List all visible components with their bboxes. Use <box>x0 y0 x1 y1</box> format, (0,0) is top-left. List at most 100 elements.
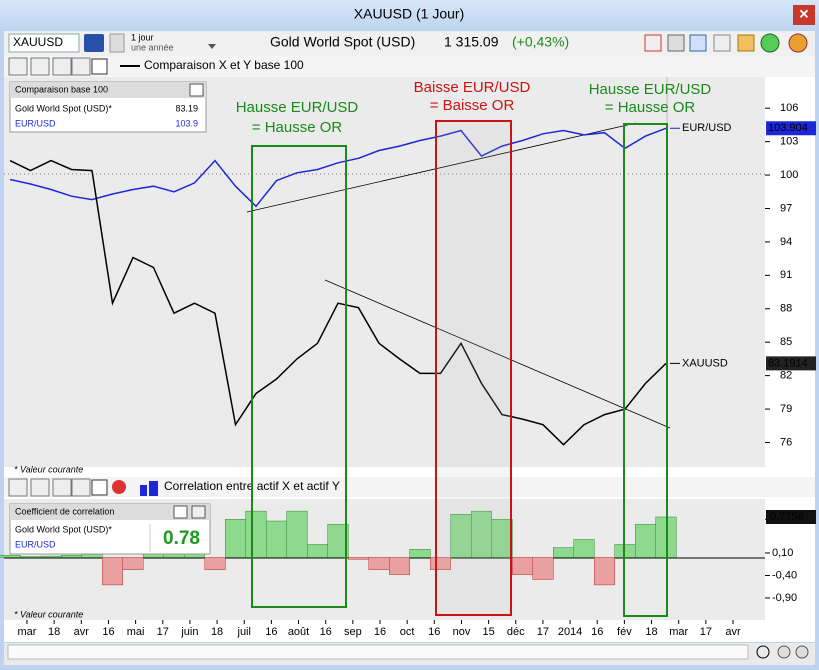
legend-icon[interactable] <box>189 83 204 97</box>
x-tick-label: nov <box>453 626 471 638</box>
top-panel-header: Comparaison X et Y base 100 <box>144 58 304 72</box>
y-tick-label: 94 <box>780 236 792 248</box>
correlation-bar <box>573 539 595 558</box>
legend-icon[interactable] <box>173 505 188 519</box>
correlation-bar <box>225 518 246 558</box>
panel-icon[interactable] <box>71 478 91 497</box>
close-button[interactable] <box>793 5 815 25</box>
zoom-icon[interactable] <box>756 645 770 659</box>
tool-icon[interactable] <box>713 34 731 52</box>
x-tick-label: 17 <box>157 626 169 638</box>
zoom-icon[interactable] <box>795 645 809 659</box>
correlation-bar <box>81 554 103 558</box>
legend-header <box>10 504 210 520</box>
panel-icon[interactable] <box>52 478 72 497</box>
x-tick-label: août <box>288 626 309 638</box>
annotation-text: Baisse EUR/USD <box>414 79 531 96</box>
tool-icon[interactable] <box>667 34 685 52</box>
annotation-text: = Hausse OR <box>605 99 696 116</box>
panel-icon <box>149 481 158 496</box>
panel-icon[interactable] <box>8 478 28 497</box>
legend-name: EUR/USD <box>15 118 56 128</box>
annotation-text: Hausse EUR/USD <box>589 81 712 98</box>
y-tick-label: 100 <box>780 169 798 181</box>
y-tick-label: 85 <box>780 336 792 348</box>
tool-icon[interactable] <box>644 34 662 52</box>
x-tick-label: 17 <box>700 626 712 638</box>
panel-icon[interactable] <box>71 57 91 76</box>
legend-title: Coefficient de correlation <box>15 506 114 516</box>
last-value-label: 103.904 <box>768 122 808 134</box>
panel-icon[interactable] <box>30 57 50 76</box>
correlation-bar <box>491 518 513 558</box>
scrollbar[interactable] <box>7 644 749 660</box>
panel-icons <box>8 57 108 76</box>
calendar-icon[interactable] <box>109 33 125 53</box>
legend-header <box>10 82 206 98</box>
panel-icon[interactable] <box>52 57 72 76</box>
tool-icon[interactable] <box>760 33 780 53</box>
title-bar <box>0 0 819 31</box>
last-value-box <box>766 356 816 371</box>
period-text: 1 jour <box>131 32 154 42</box>
x-tick-label: mar <box>669 626 688 638</box>
price-text: 1 315.09 <box>444 34 499 50</box>
zoom-icon[interactable] <box>777 645 791 659</box>
annotation-box <box>251 145 347 608</box>
correlation-bar <box>512 557 533 575</box>
panel-icon[interactable] <box>91 479 108 496</box>
symbol-text: XAUUSD <box>13 35 63 49</box>
legend-name: EUR/USD <box>15 539 56 549</box>
dropdown-arrow[interactable] <box>208 44 216 49</box>
tool-icon[interactable] <box>737 34 755 52</box>
correlation-bar <box>0 554 21 558</box>
panel-icon <box>140 485 147 496</box>
top-plot-area <box>4 77 765 467</box>
y-tick-label: -0,40 <box>772 569 797 581</box>
panel-toolbar <box>4 477 815 497</box>
last-value-box <box>766 121 816 136</box>
panel-icon[interactable] <box>91 58 108 75</box>
instrument-text: Gold World Spot (USD) <box>270 34 415 50</box>
x-tick-label: juil <box>237 626 251 638</box>
legend-title: Comparaison base 100 <box>15 84 108 94</box>
correlation-bar <box>409 549 431 558</box>
x-tick-label: 16 <box>320 626 332 638</box>
tool-icon[interactable] <box>689 34 707 52</box>
close-icon: ✕ <box>799 6 810 21</box>
correlation-bar <box>122 557 144 570</box>
panel-icon[interactable] <box>30 478 50 497</box>
legend-value: 83.19 <box>175 103 198 113</box>
change-text: (+0,43%) <box>512 34 569 50</box>
correlation-bar <box>40 555 62 558</box>
correlation-bar <box>245 510 267 558</box>
x-axis-area <box>4 622 815 642</box>
correlation-bar <box>204 557 226 570</box>
panel-icon[interactable] <box>8 57 28 76</box>
legend-name: Gold World Spot (USD)* <box>15 524 112 534</box>
x-tick-label: avr <box>725 626 741 638</box>
symbol-input[interactable] <box>8 33 80 53</box>
y-tick-label: 0,10 <box>772 547 793 559</box>
tool-icon[interactable] <box>788 33 808 53</box>
correlation-bar <box>307 544 328 558</box>
x-tick-label: 16 <box>374 626 386 638</box>
legend-big-value: 0.78 <box>163 528 200 549</box>
series-label: EUR/USD <box>682 122 732 134</box>
series-line <box>9 159 667 446</box>
range-text: une année <box>131 42 174 52</box>
y-tick-label: 103 <box>780 136 798 148</box>
x-tick-label: avr <box>74 626 90 638</box>
series-label: XAUUSD <box>682 357 728 369</box>
series-line <box>9 127 667 208</box>
book-icon[interactable] <box>84 34 104 52</box>
legend-icon[interactable] <box>191 505 206 519</box>
correlation-bar <box>368 557 390 570</box>
y-tick-label: 91 <box>780 269 792 281</box>
x-tick-label: 17 <box>537 626 549 638</box>
annotation-box <box>623 123 668 617</box>
annotation-text: = Baisse OR <box>430 97 515 114</box>
last-value-label: 83.1914 <box>768 357 808 369</box>
panel-icon[interactable] <box>112 480 126 494</box>
